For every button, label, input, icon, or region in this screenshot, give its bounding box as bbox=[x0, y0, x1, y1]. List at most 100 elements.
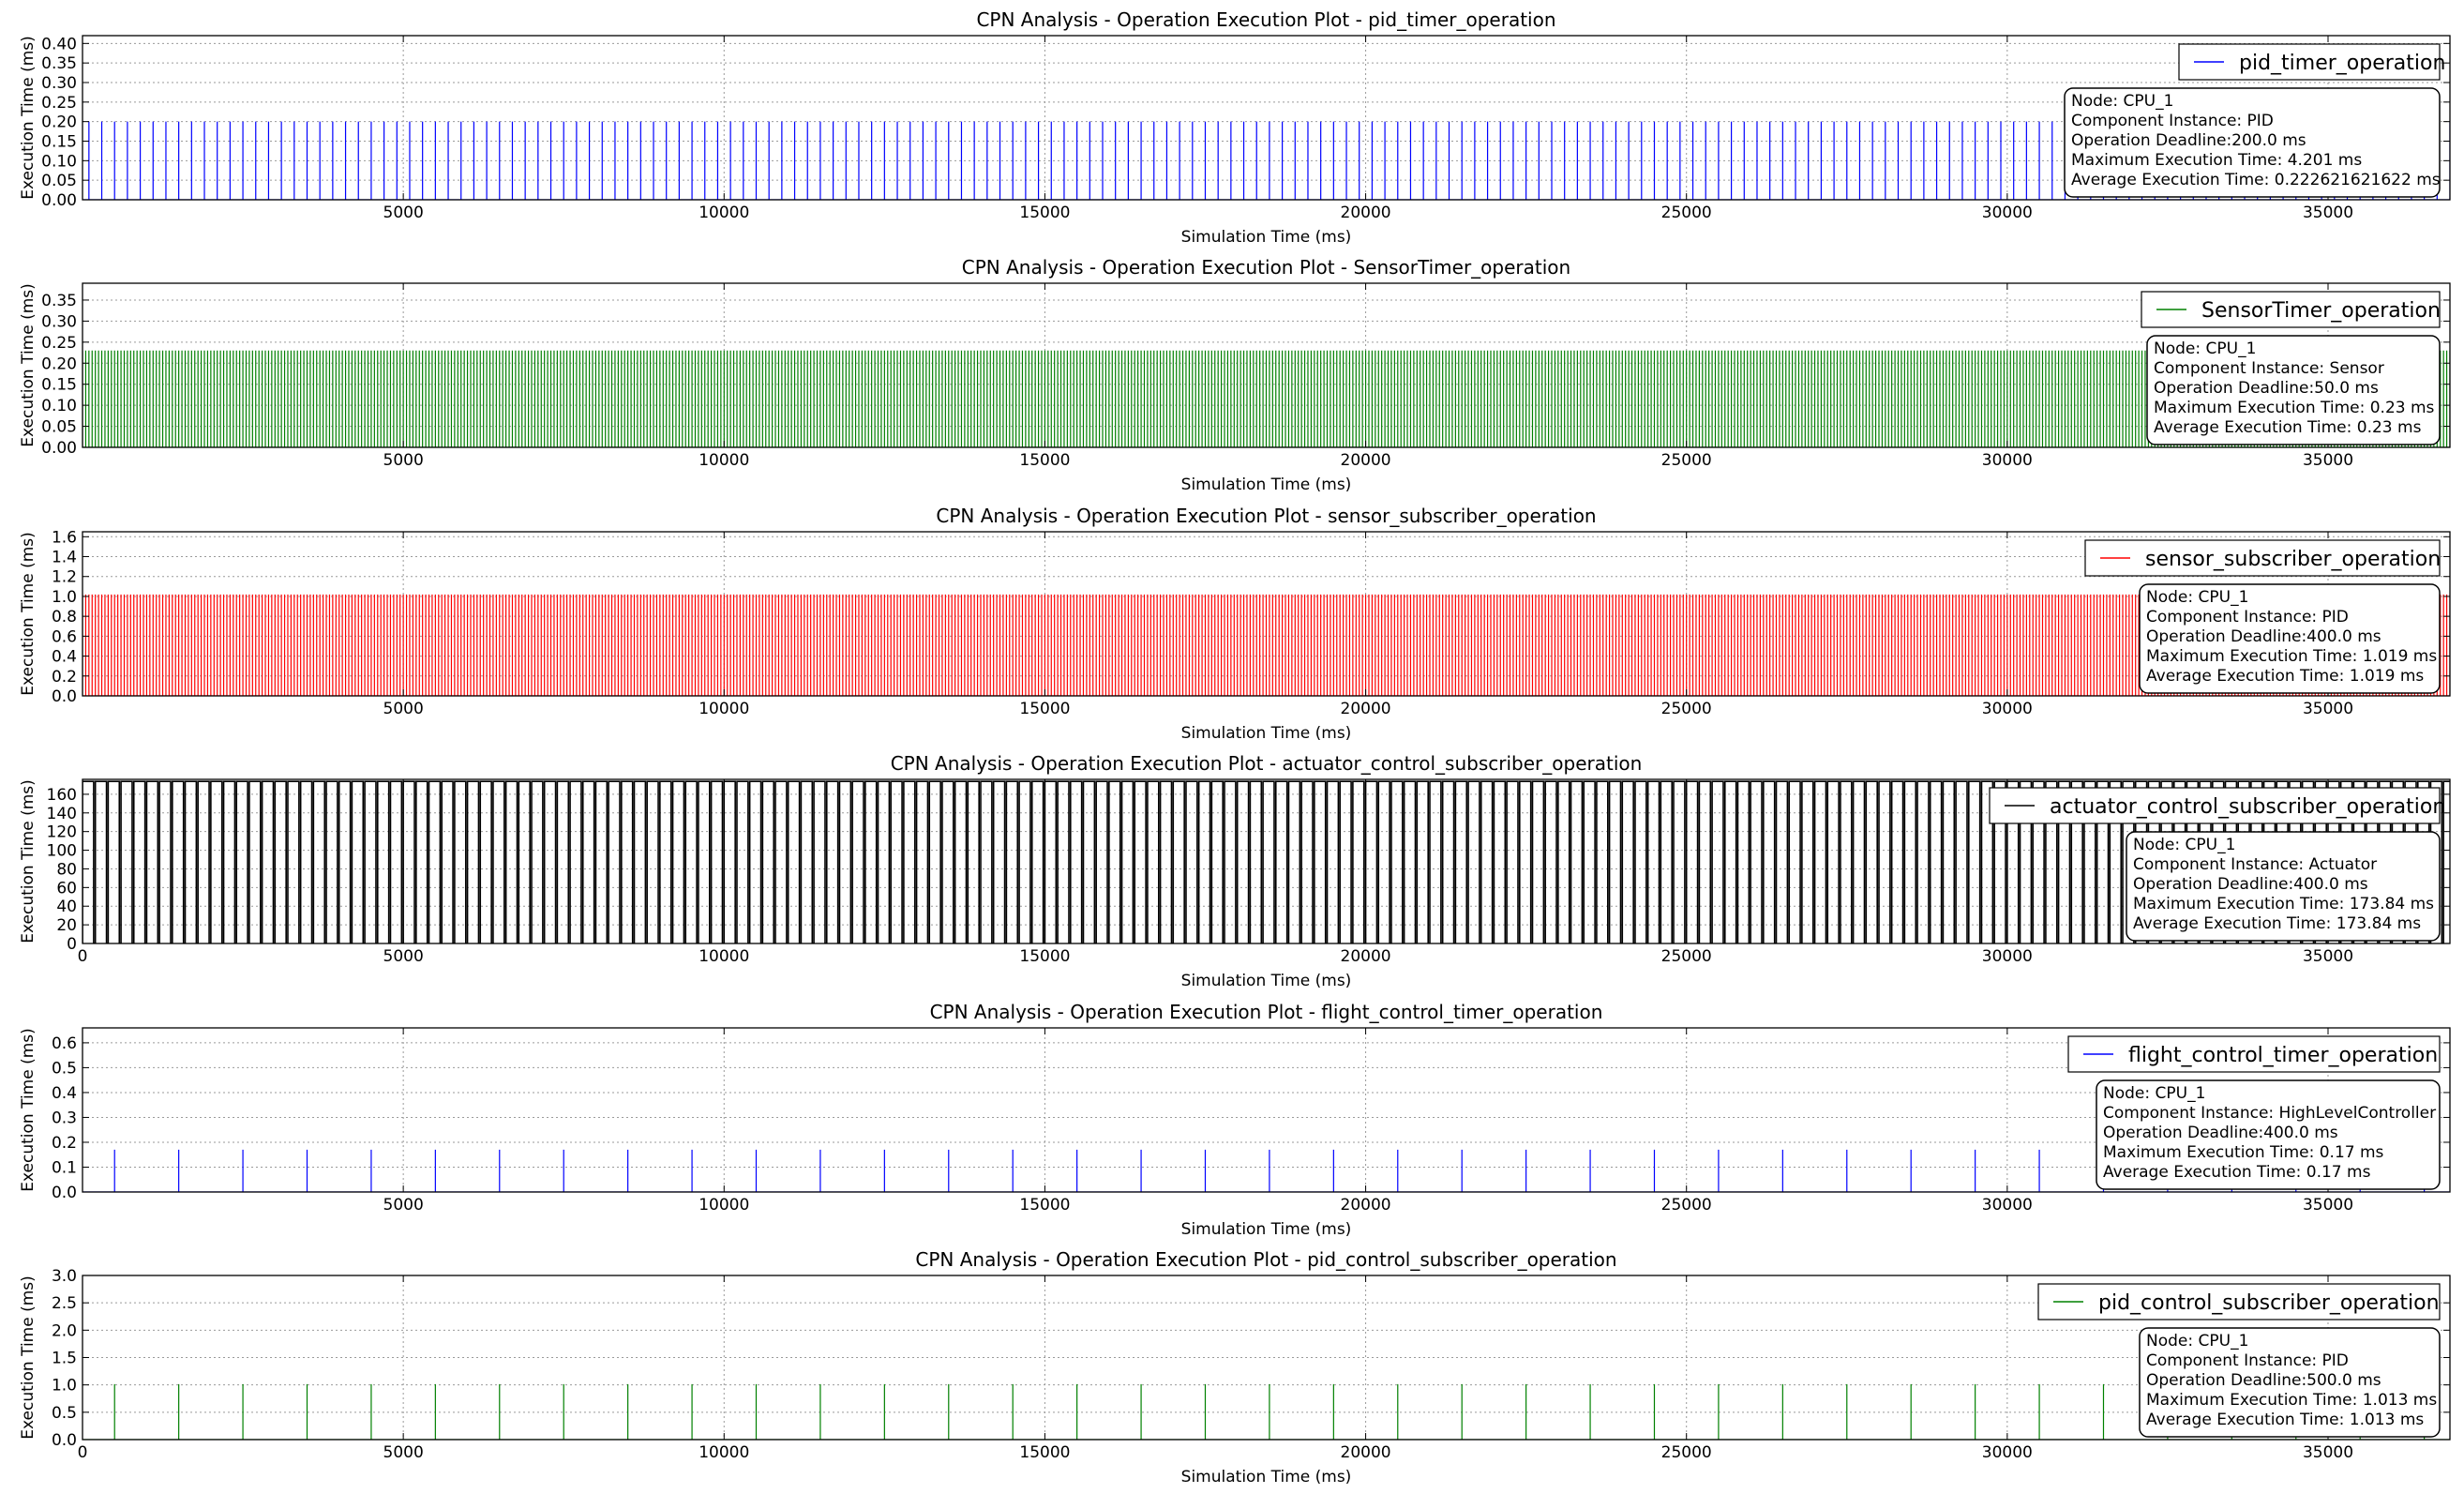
y-tick-label: 0.8 bbox=[52, 608, 77, 626]
y-tick-label: 0.15 bbox=[41, 133, 77, 152]
y-tick-label: 0.15 bbox=[41, 376, 77, 395]
chart-panel-4: CPN Analysis - Operation Execution Plot … bbox=[19, 752, 2451, 990]
x-tick-label: 30000 bbox=[1982, 947, 2033, 966]
y-tick-label: 1.4 bbox=[52, 549, 77, 567]
x-tick-label: 20000 bbox=[1341, 1196, 1391, 1215]
x-tick-label: 35000 bbox=[2303, 204, 2353, 222]
y-tick-label: 0.30 bbox=[41, 312, 77, 331]
y-tick-label: 0.25 bbox=[41, 94, 77, 113]
series-line-1 bbox=[83, 350, 2450, 447]
x-tick-label: 30000 bbox=[1982, 451, 2033, 470]
legend: flight_control_timer_operation bbox=[2067, 1035, 2441, 1073]
legend-box bbox=[2037, 1283, 2441, 1320]
info-line: Node: CPU_1 bbox=[2133, 836, 2235, 854]
info-line: Component Instance: PID bbox=[2071, 112, 2274, 130]
info-line: Node: CPU_1 bbox=[2071, 92, 2173, 111]
y-tick-label: 0.35 bbox=[41, 54, 77, 73]
chart-panel-3: CPN Analysis - Operation Execution Plot … bbox=[19, 505, 2451, 743]
y-tick-label: 1.6 bbox=[52, 528, 77, 547]
x-tick-label: 15000 bbox=[1019, 947, 1070, 966]
y-tick-label: 0.2 bbox=[52, 668, 77, 687]
legend-box bbox=[2141, 291, 2441, 328]
info-line: Average Execution Time: 0.23 ms bbox=[2154, 418, 2422, 437]
y-tick-label: 0.0 bbox=[52, 1431, 77, 1450]
info-box-frame bbox=[2064, 87, 2441, 198]
y-tick-label: 140 bbox=[47, 805, 77, 823]
legend-label: flight_control_timer_operation bbox=[2128, 1044, 2438, 1067]
x-tick-label: 35000 bbox=[2303, 947, 2353, 966]
x-tick-label: 25000 bbox=[1661, 947, 1712, 966]
x-tick-label: 35000 bbox=[2303, 451, 2353, 470]
info-line: Maximum Execution Time: 4.201 ms bbox=[2071, 151, 2362, 170]
y-tick-label: 0.20 bbox=[41, 355, 77, 373]
y-tick-label: 0 bbox=[67, 935, 77, 954]
x-axis-label: Simulation Time (ms) bbox=[1181, 475, 1352, 494]
y-tick-label: 0.5 bbox=[52, 1059, 77, 1078]
y-tick-label: 0.0 bbox=[52, 1184, 77, 1202]
x-tick-label: 25000 bbox=[1661, 1443, 1712, 1462]
chart-title: CPN Analysis - Operation Execution Plot … bbox=[976, 8, 1555, 31]
info-line: Maximum Execution Time: 173.84 ms bbox=[2133, 895, 2434, 913]
y-tick-label: 100 bbox=[47, 842, 77, 861]
y-tick-label: 160 bbox=[47, 786, 77, 805]
y-tick-label: 0.5 bbox=[52, 1404, 77, 1423]
info-line: Operation Deadline:200.0 ms bbox=[2071, 131, 2306, 150]
x-tick-label: 5000 bbox=[383, 1443, 424, 1462]
x-tick-label: 20000 bbox=[1341, 204, 1391, 222]
y-tick-label: 0.05 bbox=[41, 172, 77, 190]
chart-panel-1: CPN Analysis - Operation Execution Plot … bbox=[19, 8, 2451, 247]
legend-box bbox=[1989, 787, 2441, 824]
y-tick-label: 80 bbox=[56, 860, 77, 879]
y-tick-label: 0.35 bbox=[41, 292, 77, 310]
legend: SensorTimer_operation bbox=[2141, 291, 2441, 328]
x-tick-label: 15000 bbox=[1019, 700, 1070, 718]
y-tick-label: 0.05 bbox=[41, 418, 77, 437]
info-line: Operation Deadline:400.0 ms bbox=[2133, 875, 2368, 894]
y-tick-label: 0.1 bbox=[52, 1158, 77, 1177]
x-tick-label: 15000 bbox=[1019, 451, 1070, 470]
x-tick-label: 25000 bbox=[1661, 204, 1712, 222]
y-axis-label: Execution Time (ms) bbox=[19, 283, 38, 447]
x-tick-label: 0 bbox=[78, 1443, 88, 1462]
y-tick-label: 0.3 bbox=[52, 1109, 77, 1127]
y-tick-label: 3.0 bbox=[52, 1267, 77, 1286]
chart-title: CPN Analysis - Operation Execution Plot … bbox=[930, 1001, 1603, 1023]
legend-box bbox=[2067, 1035, 2441, 1073]
y-axis-label: Execution Time (ms) bbox=[19, 532, 38, 696]
x-tick-label: 15000 bbox=[1019, 1196, 1070, 1215]
info-box-frame bbox=[2146, 335, 2441, 445]
info-box-frame bbox=[2139, 583, 2441, 694]
chart-title: CPN Analysis - Operation Execution Plot … bbox=[936, 505, 1596, 527]
x-tick-label: 10000 bbox=[699, 700, 749, 718]
info-line: Maximum Execution Time: 0.17 ms bbox=[2103, 1143, 2384, 1162]
x-tick-label: 25000 bbox=[1661, 1196, 1712, 1215]
y-tick-label: 0.30 bbox=[41, 74, 77, 93]
legend-label: actuator_control_subscriber_operation bbox=[2050, 795, 2445, 819]
legend-label: SensorTimer_operation bbox=[2201, 299, 2441, 323]
x-tick-label: 35000 bbox=[2303, 1443, 2353, 1462]
x-tick-label: 15000 bbox=[1019, 204, 1070, 222]
series-line-1 bbox=[83, 1149, 2450, 1192]
x-tick-label: 25000 bbox=[1661, 700, 1712, 718]
info-line: Average Execution Time: 0.17 ms bbox=[2103, 1163, 2371, 1182]
info-line: Maximum Execution Time: 1.019 ms bbox=[2146, 647, 2437, 666]
x-tick-label: 35000 bbox=[2303, 700, 2353, 718]
info-line: Node: CPU_1 bbox=[2146, 1332, 2248, 1351]
x-tick-label: 20000 bbox=[1341, 451, 1391, 470]
x-tick-label: 5000 bbox=[383, 204, 424, 222]
x-axis-label: Simulation Time (ms) bbox=[1181, 228, 1352, 247]
info-line: Component Instance: HighLevelController bbox=[2103, 1104, 2436, 1123]
legend: pid_control_subscriber_operation bbox=[2037, 1283, 2441, 1320]
legend-label: pid_timer_operation bbox=[2239, 52, 2445, 75]
y-tick-label: 1.0 bbox=[52, 588, 77, 607]
y-tick-label: 0.4 bbox=[52, 648, 77, 667]
y-tick-label: 60 bbox=[56, 879, 77, 898]
y-tick-label: 0.20 bbox=[41, 113, 77, 132]
info-line: Operation Deadline:500.0 ms bbox=[2146, 1371, 2381, 1390]
y-tick-label: 0.25 bbox=[41, 334, 77, 353]
y-tick-label: 1.0 bbox=[52, 1377, 77, 1396]
legend-label: sensor_subscriber_operation bbox=[2145, 548, 2441, 571]
x-tick-label: 25000 bbox=[1661, 451, 1712, 470]
